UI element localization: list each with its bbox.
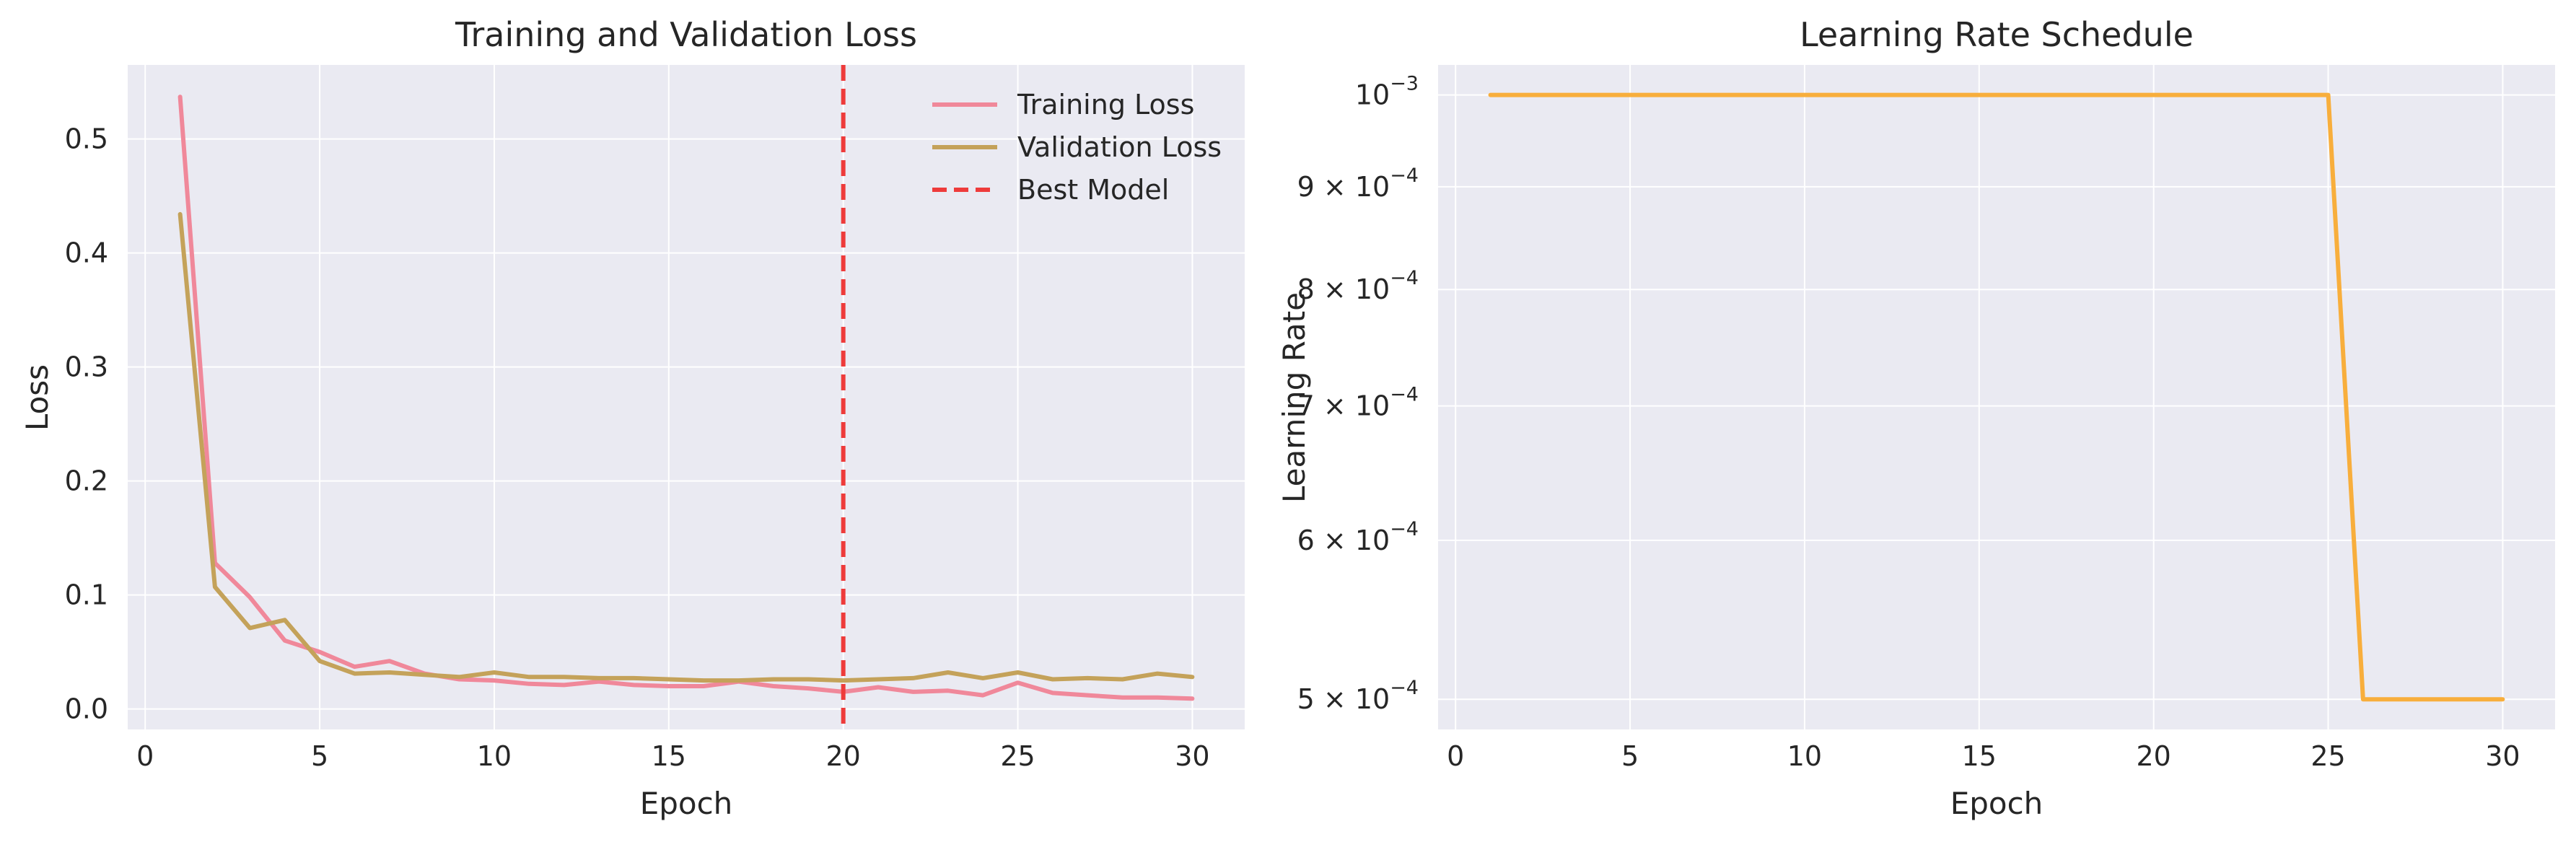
x-tick-label: 15 <box>652 740 686 772</box>
y-tick-label: 0.4 <box>65 237 108 269</box>
lr-x-ticks: 0 5 10 15 20 25 30 <box>1447 740 2520 772</box>
lr-y-axis-label: Learning Rate <box>1276 292 1312 503</box>
learning-rate-chart: 0 5 10 15 20 25 30 10−3 9 × 10−4 8 × 10−4 7 × 10−… <box>1276 15 2555 821</box>
x-tick-label: 10 <box>477 740 512 772</box>
y-tick-label: 10−3 <box>1355 73 1419 111</box>
lr-y-ticks: 10−3 9 × 10−4 8 × 10−4 7 × 10−4 6 × 10−4 5 × … <box>1297 73 1419 716</box>
y-tick-label: 0.0 <box>65 693 108 725</box>
lr-lines <box>1488 92 2505 702</box>
x-tick-label: 30 <box>1175 740 1209 772</box>
x-tick-label: 20 <box>826 740 861 772</box>
loss-plot-area <box>128 65 1245 729</box>
legend-label-training-loss: Training Loss <box>1017 89 1194 120</box>
legend-label-validation-loss: Validation Loss <box>1017 131 1222 163</box>
y-tick-label: 7 × 10−4 <box>1297 384 1419 422</box>
lr-plot-area <box>1438 65 2555 729</box>
loss-lines <box>178 65 1195 729</box>
x-tick-label: 20 <box>2137 740 2171 772</box>
x-tick-label: 15 <box>1962 740 1997 772</box>
y-tick-label: 0.2 <box>65 465 108 497</box>
y-tick-label: 5 × 10−4 <box>1297 677 1419 715</box>
learning-rate-line <box>1488 92 2505 702</box>
x-tick-label: 25 <box>2310 740 2345 772</box>
x-tick-label: 0 <box>136 740 154 772</box>
x-tick-label: 0 <box>1447 740 1464 772</box>
y-tick-label: 8 × 10−4 <box>1297 267 1419 305</box>
loss-chart: 0 5 10 15 20 25 30 0.0 0.1 0.2 0.3 0.4 0.5 Training… <box>19 15 1245 821</box>
x-tick-label: 5 <box>1621 740 1639 772</box>
x-tick-label: 25 <box>1000 740 1035 772</box>
x-tick-label: 10 <box>1787 740 1822 772</box>
x-tick-label: 30 <box>2485 740 2520 772</box>
loss-x-ticks: 0 5 10 15 20 25 30 <box>136 740 1210 772</box>
lr-chart-title: Learning Rate Schedule <box>1800 15 2194 54</box>
loss-legend: Training Loss Validation Loss Best Model <box>932 89 1222 206</box>
lr-x-axis-label: Epoch <box>1950 786 2043 821</box>
loss-grid <box>128 65 1245 729</box>
loss-y-ticks: 0.0 0.1 0.2 0.3 0.4 0.5 <box>65 123 108 725</box>
validation-loss-line <box>178 211 1195 683</box>
loss-chart-title: Training and Validation Loss <box>455 15 917 54</box>
y-tick-label: 0.3 <box>65 351 108 383</box>
training-loss-line <box>178 95 1195 701</box>
loss-x-axis-label: Epoch <box>640 786 733 821</box>
y-tick-label: 6 × 10−4 <box>1297 518 1419 556</box>
y-tick-label: 0.5 <box>65 123 108 155</box>
legend-label-best-model: Best Model <box>1017 174 1169 206</box>
y-tick-label: 0.1 <box>65 579 108 611</box>
x-tick-label: 5 <box>311 740 328 772</box>
y-tick-label: 9 × 10−4 <box>1297 165 1419 203</box>
loss-y-axis-label: Loss <box>19 364 55 431</box>
